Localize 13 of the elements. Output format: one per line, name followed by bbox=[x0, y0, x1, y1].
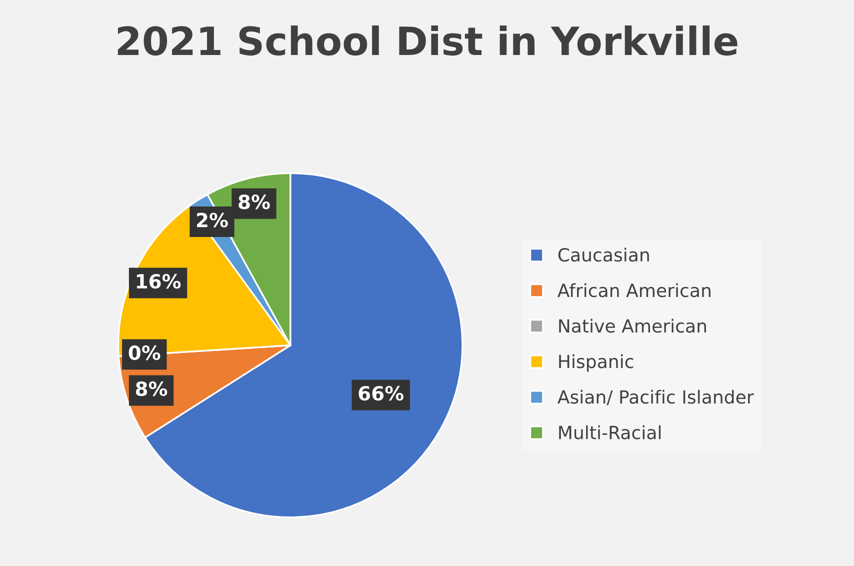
chart-title: 2021 School Dist in Yorkville bbox=[118, 25, 738, 56]
legend-label: Asian/ Pacific Islander bbox=[558, 390, 754, 406]
legend-label: Caucasian bbox=[558, 248, 649, 262]
data-label: 8% bbox=[136, 381, 168, 396]
data-label: 16% bbox=[136, 274, 181, 289]
legend-label: Hispanic bbox=[559, 354, 634, 372]
data-label: 66% bbox=[358, 386, 404, 401]
legend-label: African American bbox=[558, 283, 710, 298]
data-label: 8% bbox=[238, 194, 270, 210]
legend-label: Native American bbox=[559, 318, 706, 333]
legend-label: Multi-Racial bbox=[559, 425, 661, 440]
data-label: 2% bbox=[197, 212, 228, 228]
text: 0% bbox=[128, 345, 160, 360]
